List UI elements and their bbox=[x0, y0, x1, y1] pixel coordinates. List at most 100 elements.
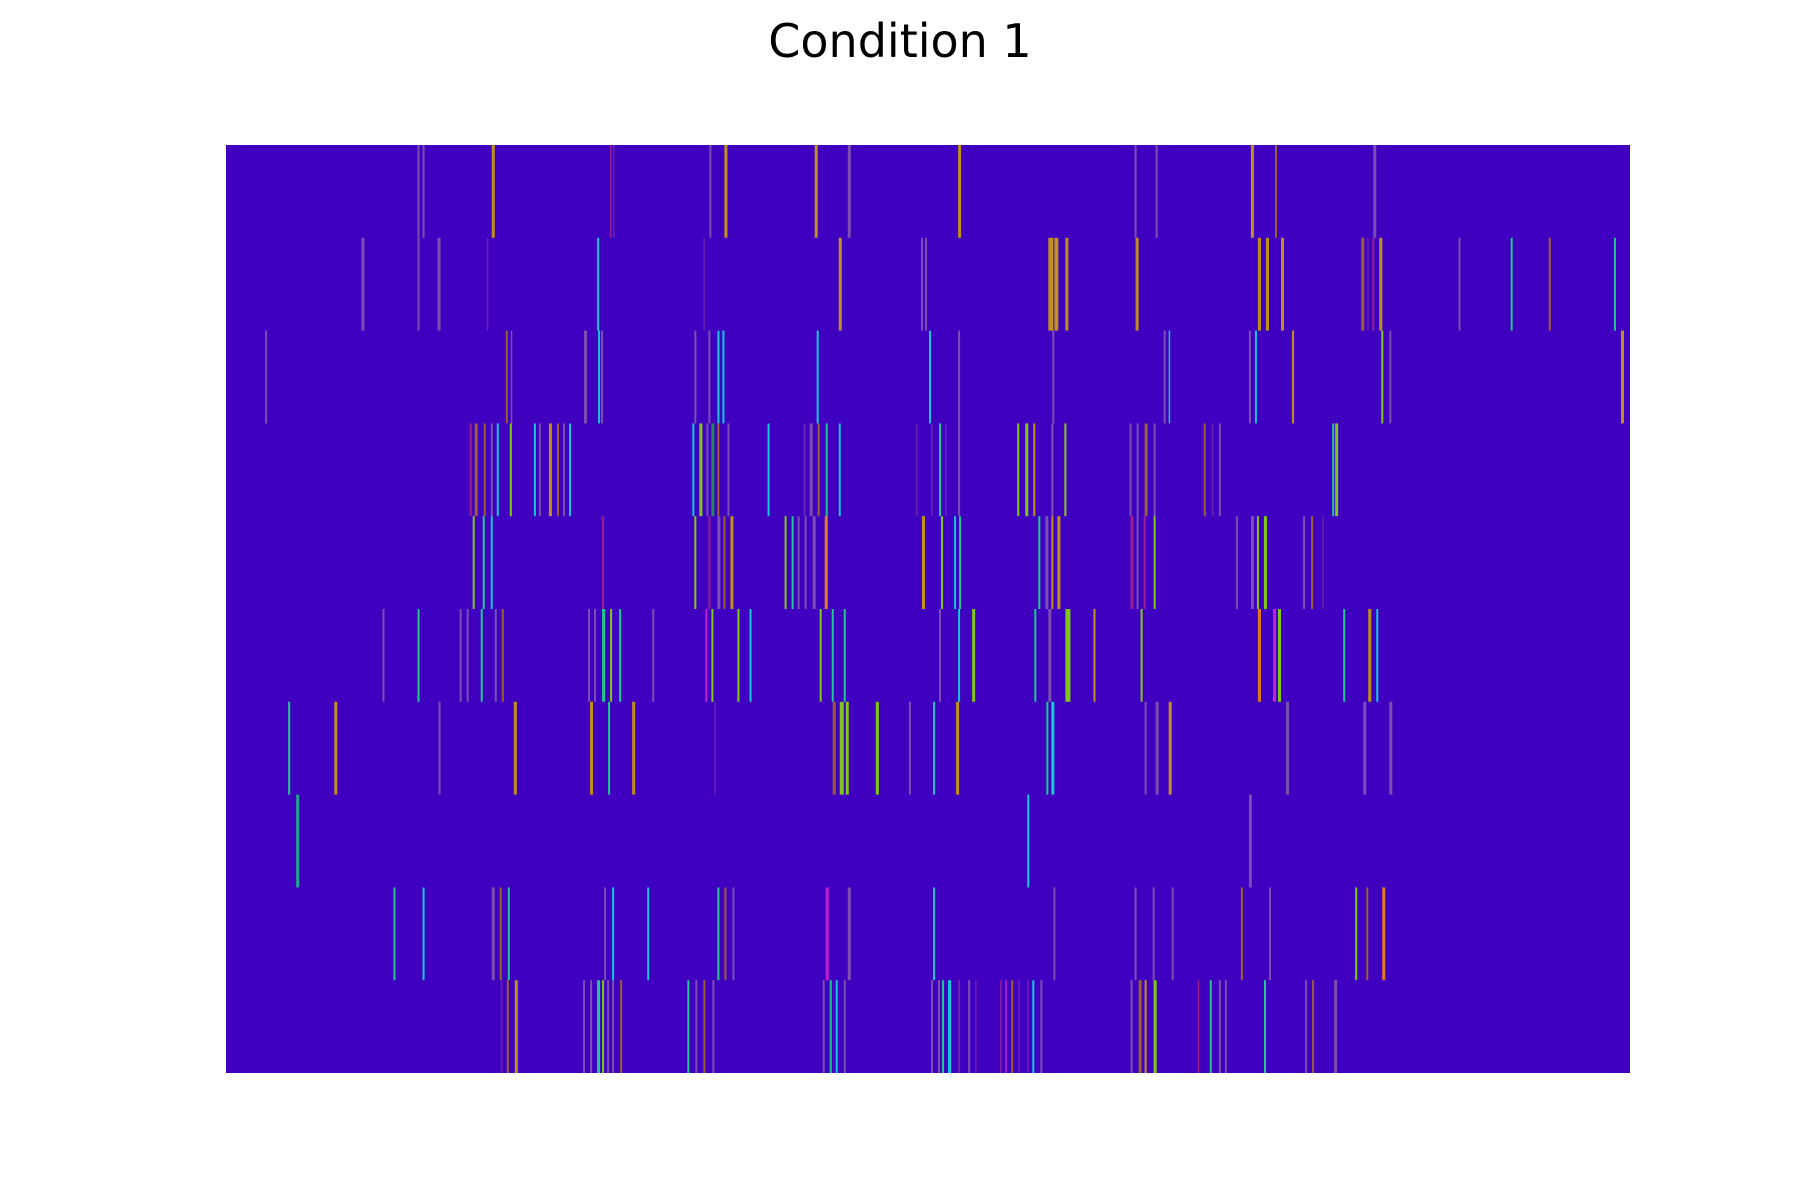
heatmap-cell bbox=[483, 423, 486, 517]
heatmap-cell bbox=[500, 980, 503, 1073]
heatmap-cell bbox=[1138, 980, 1142, 1073]
heatmap-cell bbox=[843, 980, 846, 1073]
heatmap-cell bbox=[812, 516, 816, 609]
heatmap-cell bbox=[1144, 980, 1147, 1073]
heatmap-cell bbox=[505, 330, 508, 424]
heatmap-cell bbox=[1257, 609, 1261, 702]
heatmap-cell bbox=[1057, 516, 1061, 609]
heatmap-cell bbox=[948, 980, 952, 1073]
heatmap-row bbox=[472, 516, 1324, 609]
heatmap-cell bbox=[1250, 516, 1254, 609]
heatmap-cell bbox=[875, 701, 879, 795]
heatmap-cell bbox=[767, 423, 770, 517]
heatmap-cell bbox=[727, 423, 730, 517]
heatmap-cell bbox=[610, 145, 612, 238]
heatmap-cell bbox=[711, 423, 715, 517]
heatmap-cell bbox=[1136, 516, 1139, 609]
heatmap-cell bbox=[814, 145, 818, 238]
heatmap-cell bbox=[687, 980, 690, 1073]
heatmap-cell bbox=[1305, 980, 1308, 1073]
heatmap-cell bbox=[724, 887, 727, 981]
heatmap-cell bbox=[422, 887, 425, 981]
heatmap-cell bbox=[597, 237, 600, 331]
heatmap-cell bbox=[506, 980, 509, 1073]
heatmap-cell bbox=[1209, 980, 1212, 1073]
heatmap-cell bbox=[417, 237, 420, 331]
heatmap-cell bbox=[647, 887, 650, 981]
heatmap-cell bbox=[496, 423, 499, 517]
heatmap-cell bbox=[1032, 980, 1035, 1073]
heatmap-cell bbox=[1134, 145, 1137, 238]
heatmap-cell bbox=[1361, 237, 1365, 331]
heatmap-cell bbox=[602, 516, 605, 609]
heatmap-cell bbox=[975, 980, 977, 1073]
heatmap-cell bbox=[717, 330, 720, 424]
heatmap-cell bbox=[472, 516, 475, 609]
heatmap-cell bbox=[1051, 701, 1055, 795]
heatmap-row bbox=[296, 794, 1252, 888]
heatmap-cell bbox=[956, 701, 960, 795]
heatmap-cell bbox=[1168, 330, 1171, 424]
heatmap-cell bbox=[831, 609, 834, 702]
heatmap-cell bbox=[737, 609, 740, 702]
heatmap-cell bbox=[712, 980, 715, 1073]
heatmap-cell bbox=[1048, 609, 1052, 702]
heatmap-cell bbox=[612, 887, 615, 981]
heatmap-cell bbox=[1368, 609, 1372, 702]
heatmap-cell bbox=[1343, 609, 1346, 702]
heatmap-cell bbox=[1197, 980, 1200, 1073]
heatmap-cell bbox=[437, 237, 441, 331]
heatmap-cell bbox=[438, 701, 441, 795]
heatmap-cell bbox=[1051, 516, 1054, 609]
heatmap-cell bbox=[513, 701, 517, 795]
heatmap-cell bbox=[1218, 980, 1221, 1073]
heatmap-cell bbox=[803, 423, 806, 517]
heatmap-cell bbox=[1017, 423, 1020, 517]
heatmap-cell bbox=[958, 330, 961, 424]
heatmap-cell bbox=[1025, 423, 1029, 517]
heatmap-cell bbox=[1376, 609, 1379, 702]
heatmap-cell bbox=[929, 330, 932, 424]
heatmap-cell bbox=[590, 980, 593, 1073]
heatmap-cell bbox=[699, 423, 703, 517]
heatmap-cell bbox=[1000, 980, 1002, 1073]
heatmap-cell bbox=[933, 887, 936, 981]
heatmap-cell bbox=[1322, 516, 1324, 609]
heatmap-cell bbox=[1363, 701, 1367, 795]
heatmap-cell bbox=[1129, 423, 1132, 517]
heatmap-cell bbox=[931, 980, 934, 1073]
heatmap-cell bbox=[835, 980, 838, 1073]
heatmap-cell bbox=[1256, 516, 1259, 609]
heatmap-row bbox=[393, 887, 1386, 981]
heatmap-cell bbox=[816, 330, 819, 424]
heatmap-cell bbox=[945, 423, 947, 517]
heatmap-cell bbox=[714, 701, 716, 795]
heatmap-cell bbox=[1033, 423, 1036, 517]
heatmap-cell bbox=[1203, 423, 1206, 517]
heatmap-cell bbox=[469, 423, 472, 517]
heatmap-cell bbox=[1254, 330, 1257, 424]
heatmap-cell bbox=[597, 980, 601, 1073]
heatmap-cell bbox=[632, 701, 636, 795]
heatmap-cell bbox=[1311, 516, 1314, 609]
heatmap-cell bbox=[1373, 145, 1377, 238]
heatmap-cell bbox=[1458, 237, 1461, 331]
heatmap-cell bbox=[393, 887, 396, 981]
heatmap-cell bbox=[784, 516, 787, 609]
heatmap-cell bbox=[583, 980, 586, 1073]
heatmap-cell bbox=[1218, 423, 1221, 517]
heatmap-cell bbox=[1379, 237, 1383, 331]
heatmap-cell bbox=[509, 423, 512, 517]
heatmap-row bbox=[500, 980, 1338, 1073]
heatmap-cell bbox=[711, 609, 714, 702]
heatmap-cell bbox=[791, 516, 794, 609]
heatmap-cell bbox=[1153, 516, 1156, 609]
heatmap-cell bbox=[568, 423, 571, 517]
heatmap-cell bbox=[265, 330, 268, 424]
heatmap-cell bbox=[843, 609, 846, 702]
heatmap-cell bbox=[1382, 887, 1386, 981]
heatmap-cell bbox=[422, 145, 425, 238]
heatmap-cell bbox=[1040, 980, 1043, 1073]
heatmap-cell bbox=[708, 516, 711, 609]
heatmap-cell bbox=[1281, 237, 1285, 331]
